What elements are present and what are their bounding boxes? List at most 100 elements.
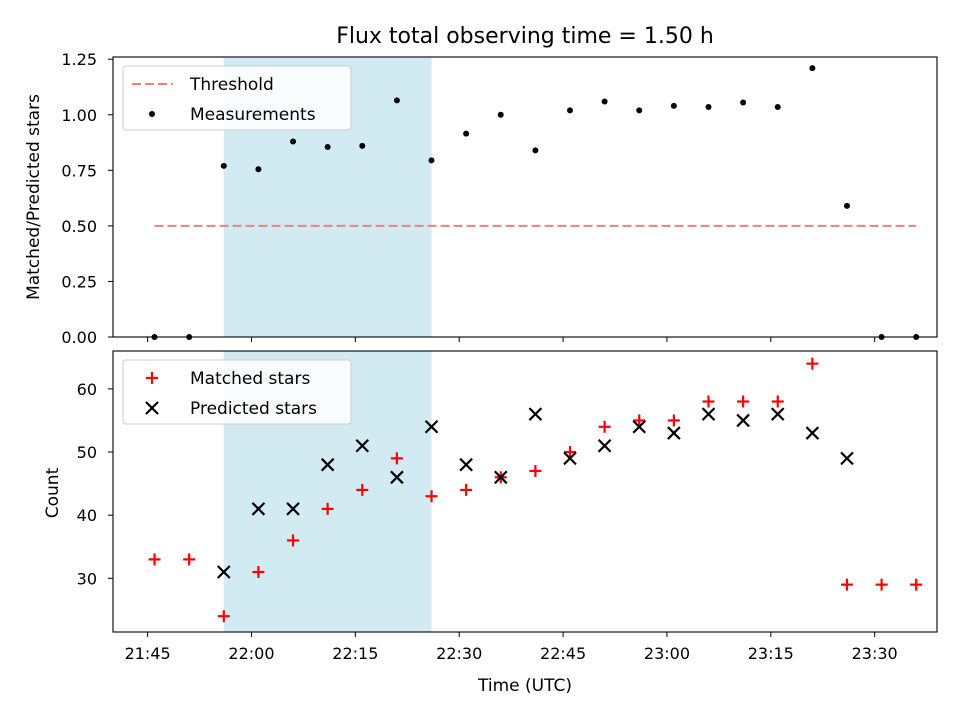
- y-tick-label: 40: [77, 506, 97, 525]
- point-plus-14: [633, 414, 646, 427]
- point-x-17: [805, 426, 820, 440]
- point-dot-15: [670, 102, 677, 109]
- point-plus-9: [460, 483, 473, 496]
- point-dot-20: [843, 202, 850, 209]
- point-plus-8: [425, 490, 438, 503]
- point-x-15: [736, 413, 750, 428]
- point-dot-4: [290, 138, 297, 145]
- point-x-14-b: [701, 407, 716, 421]
- point-x-12: [632, 419, 647, 434]
- point-dot-9: [463, 130, 470, 137]
- point-x-6-b: [424, 419, 439, 434]
- point-plus-13: [598, 420, 611, 433]
- legend-box: [122, 65, 352, 131]
- point-plus-20: [840, 578, 853, 591]
- y-tick-label: 0.00: [61, 328, 97, 347]
- x-tick-label: 22:15: [332, 644, 378, 663]
- point-x-1: [251, 502, 266, 516]
- chart-title: Flux total observing time = 1.50 h: [336, 24, 714, 49]
- point-x-0-b: [217, 565, 231, 579]
- point-plus-0: [148, 553, 161, 566]
- point-x-9: [528, 407, 543, 421]
- point-x-2-b: [286, 502, 300, 516]
- y-tick-label: 1.00: [61, 106, 97, 125]
- axes-frame: [112, 56, 938, 338]
- legend-label: Predicted stars: [190, 399, 317, 419]
- point-plus-22: [910, 578, 923, 591]
- legend-swatch-dot: [149, 111, 155, 117]
- point-x-12-b: [632, 419, 647, 434]
- point-x-6: [424, 419, 439, 434]
- point-dot-14: [636, 107, 643, 114]
- legend-label: Matched stars: [190, 369, 310, 389]
- point-x-4-b: [355, 438, 370, 453]
- legend-swatch-x-b: [145, 401, 159, 415]
- y-tick-label: 50: [77, 443, 97, 462]
- point-plus-21: [875, 578, 888, 591]
- y-tick-label: 0.50: [61, 217, 97, 236]
- point-dot-5: [324, 144, 331, 150]
- x-tick-label: 23:30: [852, 644, 898, 663]
- point-x-2: [286, 502, 300, 516]
- point-x-5-b: [390, 470, 404, 485]
- point-plus-3: [252, 566, 265, 579]
- x-tick-label: 23:15: [748, 644, 794, 663]
- y-tick-label: 1.25: [61, 50, 97, 69]
- legend-swatch-x: [145, 401, 159, 415]
- legend-box: [122, 359, 352, 425]
- y-tick-label: 0.25: [61, 272, 97, 291]
- x-tick-label: 22:00: [228, 644, 274, 663]
- point-x-8-b: [493, 470, 508, 485]
- point-x-18-b: [840, 451, 854, 466]
- point-x-13: [667, 426, 681, 440]
- point-dot-13: [601, 98, 608, 105]
- point-plus-18: [771, 395, 784, 408]
- point-x-11: [597, 438, 612, 453]
- point-x-16: [770, 407, 785, 421]
- point-plus-5: [321, 502, 334, 515]
- point-x-4: [355, 438, 370, 453]
- point-plus-16: [702, 395, 715, 408]
- legend: Threshold Measurements: [122, 65, 352, 131]
- point-plus-17: [737, 395, 750, 408]
- point-x-10-b: [563, 451, 577, 466]
- x-tick-label: 22:45: [540, 644, 586, 663]
- point-plus-6: [356, 483, 369, 496]
- point-dot-8: [428, 157, 435, 164]
- point-dot-12: [567, 107, 574, 114]
- axes-frame: [112, 350, 938, 633]
- point-x-8: [493, 470, 508, 485]
- point-plus-7: [390, 452, 403, 465]
- point-dot-17: [740, 99, 747, 106]
- point-x-16-b: [770, 407, 785, 421]
- legend: Matched stars Predicted stars: [122, 359, 352, 425]
- point-x-18: [840, 451, 854, 466]
- point-dot-7: [393, 97, 400, 104]
- point-dot-18: [774, 104, 781, 110]
- bottom-y-axis-label: Count: [43, 467, 63, 518]
- point-dot-16: [705, 104, 712, 110]
- y-tick-label: 0.75: [61, 161, 97, 180]
- top-y-axis-label: Matched/Predicted stars: [24, 94, 44, 300]
- point-dot-3: [255, 166, 262, 173]
- point-dot-11: [532, 147, 539, 154]
- point-x-13-b: [667, 426, 681, 440]
- x-tick-label: 22:30: [436, 644, 482, 663]
- point-x-11-b: [597, 438, 612, 453]
- x-axis-label: Time (UTC): [477, 676, 572, 696]
- point-x-1-b: [251, 502, 266, 516]
- point-plus-11: [529, 464, 542, 477]
- flux-ratio-panel: 0.00 0.25 0.50 0.75 1.00 1.25 Threshold Measure…: [61, 50, 938, 347]
- point-plus-15: [667, 414, 680, 427]
- point-plus-12: [564, 446, 577, 459]
- point-dot-2: [220, 162, 227, 169]
- legend-swatch-plus: [146, 372, 158, 384]
- y-tick-label: 30: [77, 569, 97, 588]
- point-x-0: [217, 565, 231, 579]
- point-x-14: [701, 407, 716, 421]
- x-tick-label: 23:00: [644, 644, 690, 663]
- point-dot-6: [359, 142, 366, 149]
- point-x-3: [320, 457, 335, 472]
- legend-label: Measurements: [190, 105, 316, 125]
